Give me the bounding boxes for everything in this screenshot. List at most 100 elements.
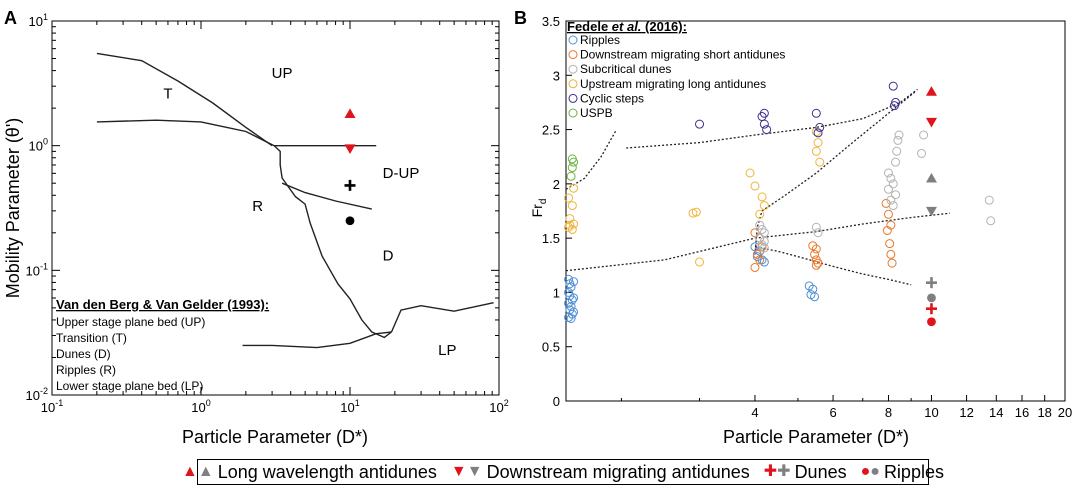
- point-upstream_long: [569, 183, 579, 193]
- point-upstream_long: [564, 193, 574, 203]
- point-ripples: [569, 277, 579, 287]
- panel-label-b: B: [514, 8, 527, 28]
- point-subcritical: [888, 179, 898, 189]
- boundary-t-r-lower: [96, 119, 275, 147]
- point-ripples: [566, 282, 576, 292]
- point-ripples: [757, 255, 767, 265]
- region-label: LP: [438, 342, 456, 359]
- point-ripples: [759, 257, 769, 267]
- legend-entry: Dunes (D): [56, 347, 111, 361]
- plus-icon: ✚✚: [763, 463, 791, 480]
- boundary-t-up-upper: [96, 52, 273, 147]
- y-tick-label: 2.5: [542, 123, 560, 138]
- point-circle: [927, 317, 936, 327]
- y-tick-label: 3.5: [542, 14, 560, 29]
- legend-entry: Transition (T): [56, 331, 127, 345]
- point-downstream_short: [750, 262, 760, 272]
- point-ripples: [566, 313, 576, 323]
- y-tick-label: 3: [553, 68, 560, 83]
- point-ripples: [569, 293, 579, 303]
- point-plus: [925, 303, 937, 315]
- point-upstream_long: [745, 168, 755, 178]
- point-upstream_long: [695, 257, 705, 267]
- point-subcritical: [891, 157, 901, 167]
- y-tick-label: 100: [29, 137, 48, 154]
- legend-marker: [568, 79, 578, 89]
- triangle-down-icon: ▼▼: [450, 463, 483, 480]
- legend-entry: Downstream migrating short antidunes: [580, 48, 785, 62]
- point-cyclic: [888, 81, 898, 91]
- point-plus: [344, 179, 356, 191]
- chart-b-x-axis-label: Particle Parameter (D*): [723, 427, 909, 447]
- point-subcritical: [917, 148, 927, 158]
- chart-b: 4 6 8 10 12 14 16 18 20 0 0.5 1 1.5 2 2.5 3 3.5 Fedele e…: [529, 14, 1072, 447]
- x-tick-label: 20: [1058, 405, 1072, 420]
- region-label: UP: [272, 65, 293, 82]
- y-tick-label: 1.5: [542, 231, 560, 246]
- x-tick-label: 12: [959, 405, 973, 420]
- legend-entry: USPB: [580, 106, 613, 120]
- chart-b-legend-title-suffix: (2016):: [641, 19, 687, 34]
- point-downstream_short: [811, 260, 821, 270]
- chart-b-legend-title-italic: et al.: [612, 19, 642, 34]
- legend-marker: [568, 50, 578, 60]
- point-subcritical: [984, 195, 994, 205]
- point-subcritical: [755, 220, 765, 230]
- chart-a-x-axis-label: Particle Parameter (D*): [182, 427, 368, 447]
- point-upstream_long: [757, 192, 767, 202]
- region-label: D-UP: [383, 165, 420, 182]
- x-tick-label: 14: [989, 405, 1003, 420]
- legend-label: Dunes: [794, 461, 847, 482]
- y-tick-label: 1: [553, 285, 560, 300]
- point-upstream_long: [691, 207, 701, 217]
- point-subcritical: [888, 201, 898, 211]
- point-cyclic: [759, 119, 769, 129]
- chart-b-plot-frame: [565, 20, 1066, 402]
- legend-label: Long wavelength antidunes: [217, 461, 437, 482]
- tick-base: 10: [340, 400, 354, 415]
- point-subcritical: [883, 184, 893, 194]
- chart-b-y-axis-label-main: Fr: [529, 204, 545, 218]
- point-upstream_long: [567, 224, 577, 234]
- legend-entry: Cyclic steps: [580, 91, 644, 105]
- point-uspb: [567, 163, 577, 173]
- point-downstream_short: [885, 239, 895, 249]
- tick-exp: 1: [355, 398, 360, 408]
- point-triangle-down: [344, 144, 356, 154]
- boundary-cyclic-upper: [626, 88, 918, 149]
- point-triangle-up: [925, 86, 937, 96]
- point-upstream_long: [755, 209, 765, 219]
- point-downstream_short: [755, 255, 765, 265]
- point-cyclic: [813, 128, 823, 138]
- point-downstream_short: [810, 249, 820, 259]
- legend-label: Downstream migrating antidunes: [486, 461, 750, 482]
- tick-base: 10: [191, 400, 205, 415]
- tick-exp: 0: [206, 398, 211, 408]
- boundary-r-d-left: [273, 145, 392, 339]
- tick-exp: 2: [504, 398, 509, 408]
- point-subcritical: [883, 168, 893, 178]
- chart-a-plot-frame: [51, 20, 500, 396]
- point-circle: [345, 216, 355, 226]
- bottom-legend: ▲▲ Long wavelength antidunes ▼▼ Downstre…: [182, 459, 944, 485]
- tick-exp: -1: [40, 261, 48, 271]
- region-label: R: [252, 198, 263, 215]
- point-subcritical: [891, 190, 901, 200]
- triangle-up-icon: ▲▲: [182, 463, 214, 480]
- y-tick-label: 0.5: [542, 340, 560, 355]
- x-tick-label: 6: [829, 405, 836, 420]
- chart-b-legend-title-prefix: Fedele: [567, 19, 612, 34]
- legend-entry: Ripples (R): [56, 363, 116, 377]
- y-tick-label: 10-1: [26, 261, 48, 278]
- point-upstream_long: [811, 146, 821, 156]
- boundary-dup-d: [281, 182, 372, 210]
- point-subcritical: [886, 195, 896, 205]
- legend-entry: Ripples: [580, 33, 620, 47]
- tick-exp: -1: [55, 398, 63, 408]
- point-triangle-up: [925, 172, 937, 183]
- legend-marker: [568, 35, 578, 45]
- tick-exp: 1: [43, 12, 48, 22]
- legend-entry: Upstream migrating long antidunes: [580, 77, 766, 91]
- tick-base: 10: [29, 14, 43, 29]
- point-downstream_short: [887, 258, 897, 268]
